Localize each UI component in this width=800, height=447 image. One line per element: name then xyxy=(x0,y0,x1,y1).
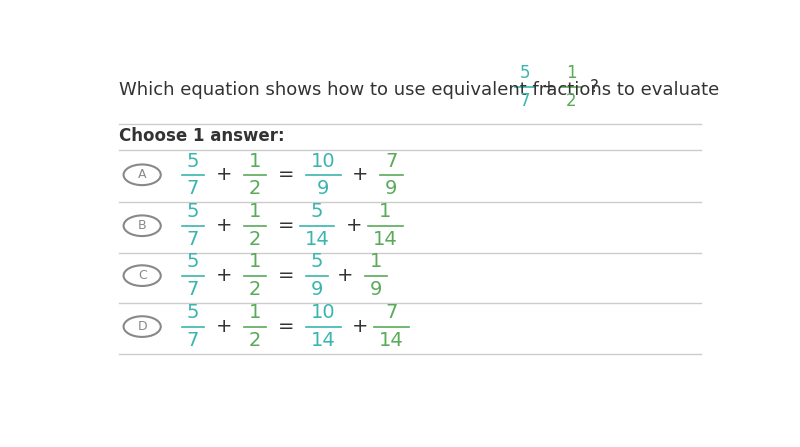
Text: 1: 1 xyxy=(379,202,391,221)
Text: 7: 7 xyxy=(519,92,530,110)
Text: 7: 7 xyxy=(187,280,199,299)
Text: 14: 14 xyxy=(305,230,330,249)
Text: =: = xyxy=(278,165,294,184)
Text: =: = xyxy=(278,317,294,336)
Text: A: A xyxy=(138,168,146,181)
Text: +: + xyxy=(346,216,362,235)
Text: 10: 10 xyxy=(311,152,335,170)
Text: 9: 9 xyxy=(311,280,323,299)
Text: 9: 9 xyxy=(386,179,398,198)
Text: 7: 7 xyxy=(386,152,398,170)
Text: D: D xyxy=(138,320,147,333)
Text: +: + xyxy=(337,266,353,285)
Text: 2: 2 xyxy=(249,230,261,249)
Text: 1: 1 xyxy=(249,202,261,221)
Text: 7: 7 xyxy=(386,304,398,322)
Text: +: + xyxy=(216,165,232,184)
Text: 9: 9 xyxy=(370,280,382,299)
Text: 9: 9 xyxy=(317,179,330,198)
Text: ?: ? xyxy=(590,78,598,96)
Text: 1: 1 xyxy=(249,253,261,271)
Text: 14: 14 xyxy=(379,331,404,350)
Text: 5: 5 xyxy=(186,202,199,221)
Text: Which equation shows how to use equivalent fractions to evaluate: Which equation shows how to use equivale… xyxy=(118,81,719,99)
Text: +: + xyxy=(216,266,232,285)
Text: +: + xyxy=(216,216,232,235)
Text: 5: 5 xyxy=(310,202,323,221)
Text: +: + xyxy=(542,78,555,96)
Text: 7: 7 xyxy=(187,230,199,249)
Text: 5: 5 xyxy=(519,64,530,82)
Text: 1: 1 xyxy=(249,152,261,170)
Text: 5: 5 xyxy=(186,304,199,322)
Text: Choose 1 answer:: Choose 1 answer: xyxy=(118,127,284,145)
Text: 14: 14 xyxy=(373,230,398,249)
Text: 1: 1 xyxy=(566,64,577,82)
Text: 1: 1 xyxy=(249,304,261,322)
Text: +: + xyxy=(352,317,369,336)
Text: C: C xyxy=(138,269,146,282)
Text: 5: 5 xyxy=(310,253,323,271)
Text: B: B xyxy=(138,219,146,232)
Text: =: = xyxy=(278,266,294,285)
Text: 1: 1 xyxy=(370,253,382,271)
Text: 2: 2 xyxy=(566,92,577,110)
Text: 10: 10 xyxy=(311,304,335,322)
Text: 14: 14 xyxy=(311,331,335,350)
Text: +: + xyxy=(216,317,232,336)
Text: 7: 7 xyxy=(187,331,199,350)
Text: =: = xyxy=(278,216,294,235)
Text: +: + xyxy=(352,165,369,184)
Text: 5: 5 xyxy=(186,253,199,271)
Text: 2: 2 xyxy=(249,179,261,198)
Text: 7: 7 xyxy=(187,179,199,198)
Text: 2: 2 xyxy=(249,331,261,350)
Text: 2: 2 xyxy=(249,280,261,299)
Text: 5: 5 xyxy=(186,152,199,170)
